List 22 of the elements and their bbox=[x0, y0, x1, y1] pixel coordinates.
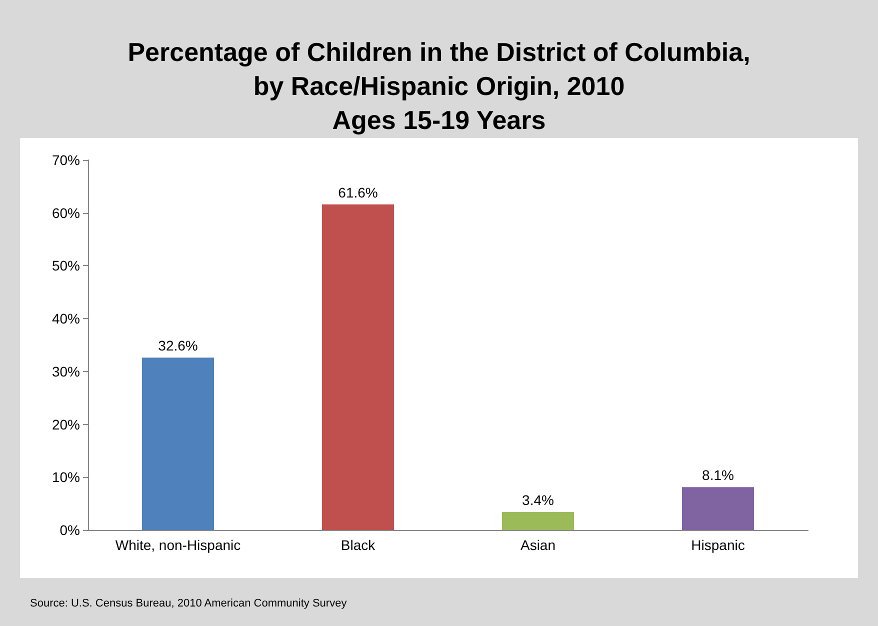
bar bbox=[502, 512, 574, 530]
data-label: 8.1% bbox=[702, 467, 734, 484]
data-label: 61.6% bbox=[338, 184, 378, 200]
y-tick-label: 70% bbox=[52, 152, 80, 168]
data-label: 3.4% bbox=[522, 492, 554, 508]
x-tick-label: Asian bbox=[520, 537, 556, 553]
y-tick-label: 20% bbox=[52, 416, 80, 432]
bar bbox=[682, 487, 754, 530]
x-tick-label: Hispanic bbox=[691, 537, 745, 553]
y-tick-label: 10% bbox=[52, 469, 80, 486]
x-tick-label: White, non-Hispanic bbox=[115, 537, 241, 553]
y-tick-label: 60% bbox=[52, 204, 80, 221]
y-tick-label: 50% bbox=[52, 258, 80, 274]
bar bbox=[322, 204, 394, 530]
y-tick-label: 30% bbox=[52, 363, 80, 380]
bar bbox=[142, 358, 214, 530]
data-label: 32.6% bbox=[158, 338, 198, 354]
chart-title: Percentage of Children in the District of Columbia, by Race/Hispanic Origin, 2010 Ages 15-19 Years bbox=[128, 37, 750, 135]
y-tick-label: 40% bbox=[52, 310, 80, 327]
y-tick-label: 0% bbox=[60, 522, 80, 538]
x-tick-label: Black bbox=[340, 537, 376, 553]
source-note: Source: U.S. Census Bureau, 2010 American Community Survey bbox=[30, 598, 348, 610]
